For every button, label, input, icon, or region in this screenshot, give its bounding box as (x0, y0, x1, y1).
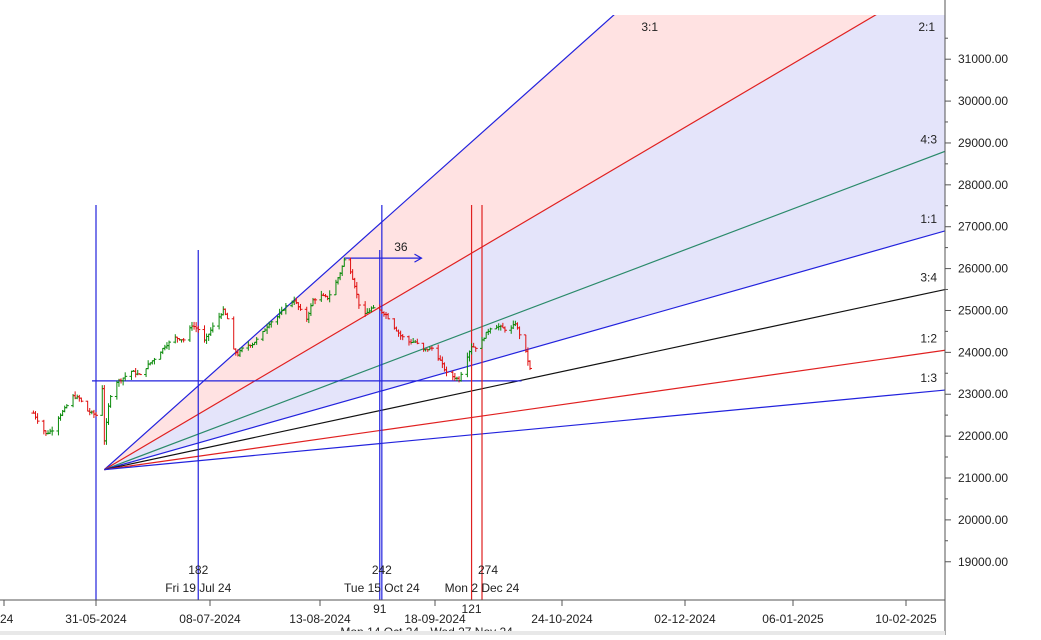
price-bar (473, 346, 478, 352)
y-tick-label: 19000.00 (958, 555, 1008, 569)
price-bar (167, 340, 172, 350)
y-tick-label: 23000.00 (958, 387, 1008, 401)
y-tick-label: 26000.00 (958, 262, 1008, 276)
price-bar (64, 404, 69, 409)
price-bar (356, 293, 361, 309)
y-tick-label: 22000.00 (958, 429, 1008, 443)
price-bar (386, 312, 391, 320)
price-bar (152, 357, 157, 365)
price-bar (502, 326, 507, 333)
price-bar (35, 413, 40, 424)
price-bar (488, 327, 493, 334)
cycle-number-91: 91 (373, 602, 387, 616)
x-tick-label: 18-09-2024 (404, 612, 466, 626)
arrow-head (414, 253, 423, 263)
x-tick-label: 10-02-2025 (875, 612, 937, 626)
price-bar (50, 426, 55, 436)
y-tick-label: 25000.00 (958, 303, 1008, 317)
fan-label-1-3: 1:3 (920, 371, 937, 385)
price-bar (283, 303, 288, 315)
price-bar (313, 297, 318, 305)
fan-label-1-2: 1:2 (920, 331, 937, 345)
price-bar (459, 371, 464, 382)
price-bar (94, 412, 98, 417)
x-tick-label: 13-08-2024 (289, 612, 351, 626)
y-tick-label: 30000.00 (958, 94, 1008, 108)
price-bar (298, 303, 303, 311)
price-bar (327, 290, 332, 303)
y-tick-label: 27000.00 (958, 220, 1008, 234)
fan-line-1-2 (104, 349, 945, 471)
price-bar (137, 373, 142, 376)
bottom-strip (0, 631, 945, 635)
fan-line-3-1 (103, 15, 615, 471)
x-tick-label: 06-01-2025 (762, 612, 824, 626)
y-tick-label: 20000.00 (958, 513, 1008, 527)
fan-label-1-1: 1:1 (920, 212, 937, 226)
price-bar (429, 346, 434, 351)
cycle-date-274: Mon 2 Dec 24 (445, 581, 520, 595)
cycle-date-242: Tue 15 Oct 24 (344, 581, 420, 595)
price-bar (108, 394, 113, 408)
fan-fill-shallow (104, 15, 945, 470)
price-bar (444, 366, 449, 377)
price-bar (342, 257, 347, 267)
price-bar (225, 312, 230, 320)
price-bar (240, 347, 245, 353)
fan-line-1-1 (104, 230, 945, 471)
y-tick-label: 29000.00 (958, 136, 1008, 150)
fan-line-3-4 (104, 288, 945, 471)
price-bar (181, 338, 186, 343)
y-tick-label: 24000.00 (958, 345, 1008, 359)
price-bar (415, 338, 420, 345)
fan-label-3-4: 3:4 (920, 271, 937, 285)
cycle-date-182: Fri 19 Jul 24 (165, 581, 231, 595)
x-tick-label: 24-10-2024 (531, 612, 593, 626)
fan-line-2-1 (104, 15, 877, 471)
cycle-number-274: 274 (478, 563, 498, 577)
fan-label-2-1: 2:1 (918, 20, 935, 34)
price-bar (210, 322, 215, 333)
fan-label-3-1: 3:1 (641, 20, 658, 34)
y-tick-label: 21000.00 (958, 471, 1008, 485)
fan-line-1-3 (104, 389, 945, 471)
y-tick-label: 31000.00 (958, 52, 1008, 66)
fan-line-4-3 (104, 150, 945, 471)
x-tick-label: 24 (0, 612, 14, 626)
price-bar (527, 360, 532, 371)
arrow-label: 36 (394, 240, 408, 254)
price-bar (254, 337, 259, 345)
cycle-number-242: 242 (372, 563, 392, 577)
cycle-number-182: 182 (188, 563, 208, 577)
x-tick-label: 08-07-2024 (179, 612, 241, 626)
y-tick-label: 28000.00 (958, 178, 1008, 192)
price-bar (371, 305, 376, 309)
price-bar (123, 372, 128, 381)
price-bar (79, 397, 84, 403)
cycle-number-121: 121 (462, 602, 482, 616)
x-tick-label: 02-12-2024 (654, 612, 716, 626)
price-bar (269, 320, 274, 328)
price-bar (400, 334, 405, 341)
x-tick-label: 31-05-2024 (65, 612, 127, 626)
price-bar (517, 326, 522, 340)
price-bar (196, 325, 201, 333)
fan-label-4-3: 4:3 (920, 132, 937, 146)
